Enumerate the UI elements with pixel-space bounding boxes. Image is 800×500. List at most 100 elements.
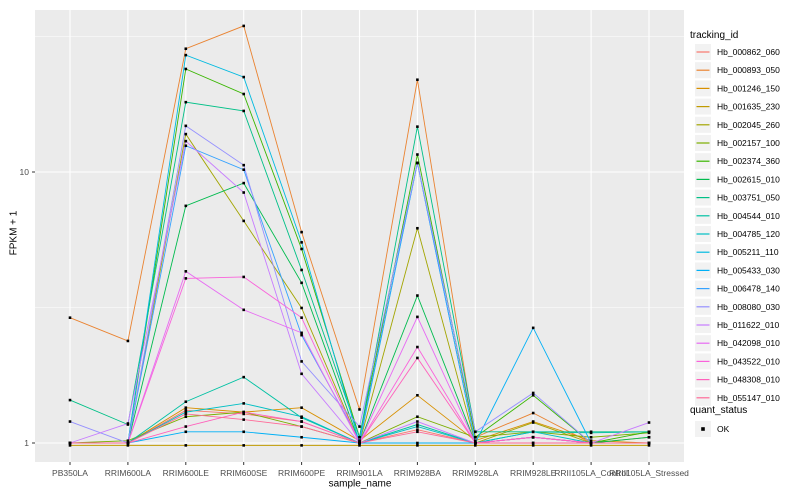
data-point <box>416 315 419 319</box>
data-point <box>300 281 303 285</box>
legend-item-Hb_000862_060: Hb_000862_060 <box>695 44 780 60</box>
data-point <box>68 441 72 445</box>
x-tick-label: RRII105LA_Control <box>554 468 628 478</box>
data-point <box>184 410 188 414</box>
data-point <box>358 435 361 439</box>
data-point <box>242 275 245 279</box>
data-point <box>474 430 477 434</box>
legend-item-label: Hb_042098_010 <box>717 338 780 348</box>
data-point <box>300 241 303 244</box>
data-point <box>531 393 535 397</box>
data-point <box>242 181 245 185</box>
data-point <box>126 441 130 445</box>
data-point <box>242 402 245 405</box>
legend-item-label: Hb_005211_110 <box>717 247 779 257</box>
legend-item-label: Hb_048308_010 <box>717 375 780 385</box>
data-point <box>416 125 419 128</box>
x-axis-title: sample_name <box>328 478 392 490</box>
data-point <box>531 435 535 439</box>
data-point <box>416 294 419 297</box>
data-point <box>416 393 419 397</box>
legend-item-label: Hb_005433_030 <box>717 265 780 275</box>
data-point <box>184 47 188 51</box>
tracking-legend-title: tracking_id <box>690 30 739 41</box>
data-point <box>242 109 245 113</box>
legend-item-Hb_002045_260: Hb_002045_260 <box>695 116 780 133</box>
legend-item-Hb_043522_010: Hb_043522_010 <box>695 353 780 370</box>
tracking-legend: Hb_000862_060 Hb_000893_050 Hb_001246_150 H… <box>695 44 780 406</box>
y-tick-label: 10 <box>20 167 30 177</box>
data-point <box>300 435 303 439</box>
legend-item-Hb_006478_140: Hb_006478_140 <box>695 280 780 297</box>
data-point <box>68 444 72 447</box>
legend-item-label: Hb_006478_140 <box>717 284 780 294</box>
legend-item-label: Hb_002374_360 <box>717 156 780 166</box>
legend-item-label: Hb_001635_230 <box>717 102 780 112</box>
data-point <box>68 420 72 423</box>
data-point <box>416 420 419 423</box>
data-point <box>589 435 593 439</box>
data-point <box>300 306 303 310</box>
data-point <box>531 444 535 447</box>
legend-item-Hb_002157_100: Hb_002157_100 <box>695 135 780 151</box>
data-point <box>531 326 535 330</box>
legend-item-Hb_002374_360: Hb_002374_360 <box>695 153 780 170</box>
data-point <box>416 415 419 419</box>
data-point <box>300 331 303 335</box>
legend-item-Hb_011622_010: Hb_011622_010 <box>695 317 780 333</box>
data-point <box>416 441 419 445</box>
data-point <box>300 333 303 337</box>
data-point <box>184 124 188 128</box>
data-point <box>184 132 188 136</box>
data-point <box>300 268 303 272</box>
legend-item-label: Hb_008080_030 <box>717 302 780 312</box>
data-point <box>300 420 303 423</box>
legend-item-label: Hb_002157_100 <box>717 138 780 148</box>
data-point <box>416 161 419 165</box>
quant-key-square <box>701 427 705 431</box>
data-point <box>242 444 245 447</box>
data-point <box>474 439 477 442</box>
data-point <box>242 418 245 421</box>
data-point <box>126 422 130 425</box>
data-point <box>589 441 593 445</box>
x-tick-label: RRIM901LA <box>336 468 383 478</box>
data-point <box>242 375 245 379</box>
legend-item-label: Hb_003751_050 <box>717 193 780 203</box>
data-point <box>68 398 72 402</box>
data-point <box>416 428 419 431</box>
data-point <box>647 430 651 434</box>
data-point <box>358 444 361 447</box>
legend-item-label: Hb_055147_010 <box>717 393 780 403</box>
legend-item-Hb_048308_010: Hb_048308_010 <box>695 371 780 388</box>
x-tick-label: RRIM600SE <box>220 468 268 478</box>
data-point <box>589 431 593 435</box>
data-point <box>184 409 188 412</box>
data-point <box>474 444 477 447</box>
x-tick-label: RRII105LA_Stressed <box>609 468 689 478</box>
legend-item-Hb_005211_110: Hb_005211_110 <box>695 244 779 261</box>
data-point <box>242 168 245 171</box>
data-point <box>300 247 303 251</box>
data-point <box>242 191 245 194</box>
data-point <box>416 78 419 82</box>
data-point <box>531 421 535 424</box>
data-point <box>184 406 188 409</box>
data-point <box>300 230 303 234</box>
data-point <box>416 430 419 434</box>
data-point <box>358 408 361 411</box>
data-point <box>242 75 245 79</box>
data-point <box>184 430 188 434</box>
data-point <box>416 425 419 428</box>
data-point <box>242 24 245 28</box>
data-point <box>68 316 72 319</box>
data-point <box>184 100 188 104</box>
data-point <box>242 163 245 167</box>
x-tick-label: RRIM928LA <box>452 468 499 478</box>
quant-legend-label: OK <box>717 424 730 434</box>
data-point <box>184 144 188 148</box>
data-point <box>184 67 188 71</box>
legend-item-label: Hb_004785_120 <box>717 229 780 239</box>
data-point <box>184 270 188 273</box>
data-point <box>416 153 419 156</box>
